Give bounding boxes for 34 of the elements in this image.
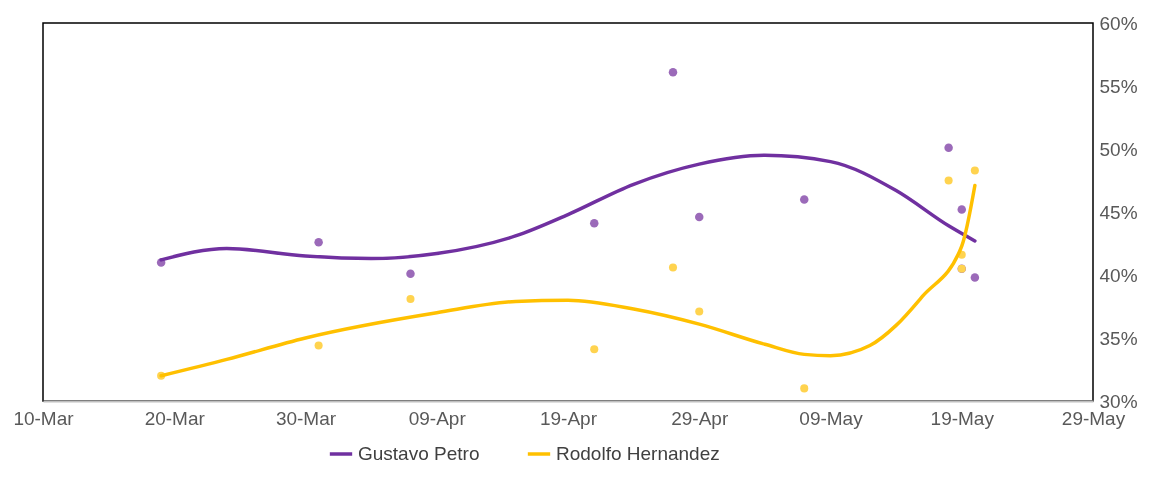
point — [314, 237, 323, 247]
y-tick-label: 40% — [1099, 264, 1138, 286]
y-tick-label: 45% — [1099, 201, 1138, 223]
x-tick-label: 09-Apr — [408, 407, 467, 429]
point — [589, 219, 599, 228]
x-tick-label: 29-Apr — [671, 407, 729, 429]
point — [590, 345, 599, 354]
x-tick-label: 19-May — [930, 407, 995, 429]
legend-label: Rodolfo Hernandez — [556, 443, 720, 464]
y-tick-label: 60% — [1099, 12, 1138, 34]
y-tick-label: 35% — [1099, 327, 1138, 349]
point — [957, 205, 967, 214]
x-tick-label: 19-Apr — [539, 407, 598, 429]
point — [800, 384, 809, 393]
line-series — [159, 183, 977, 378]
x-tick-label: 10-Mar — [13, 407, 75, 429]
point — [694, 212, 704, 222]
point — [944, 143, 953, 152]
point — [695, 307, 704, 316]
point — [668, 263, 678, 272]
point — [406, 294, 415, 303]
y-tick-label: 55% — [1099, 75, 1138, 97]
point — [970, 273, 980, 282]
point — [970, 166, 979, 175]
x-tick-label: 09-May — [799, 407, 864, 429]
y-tick-label: 50% — [1099, 138, 1138, 160]
point — [314, 341, 323, 350]
point — [406, 269, 415, 278]
point — [944, 176, 953, 185]
legend-label: Gustavo Petro — [358, 443, 480, 464]
x-tick-label: 30-Mar — [275, 407, 337, 429]
x-tick-label: 20-Mar — [144, 407, 206, 429]
point — [799, 195, 809, 204]
point — [668, 67, 678, 77]
